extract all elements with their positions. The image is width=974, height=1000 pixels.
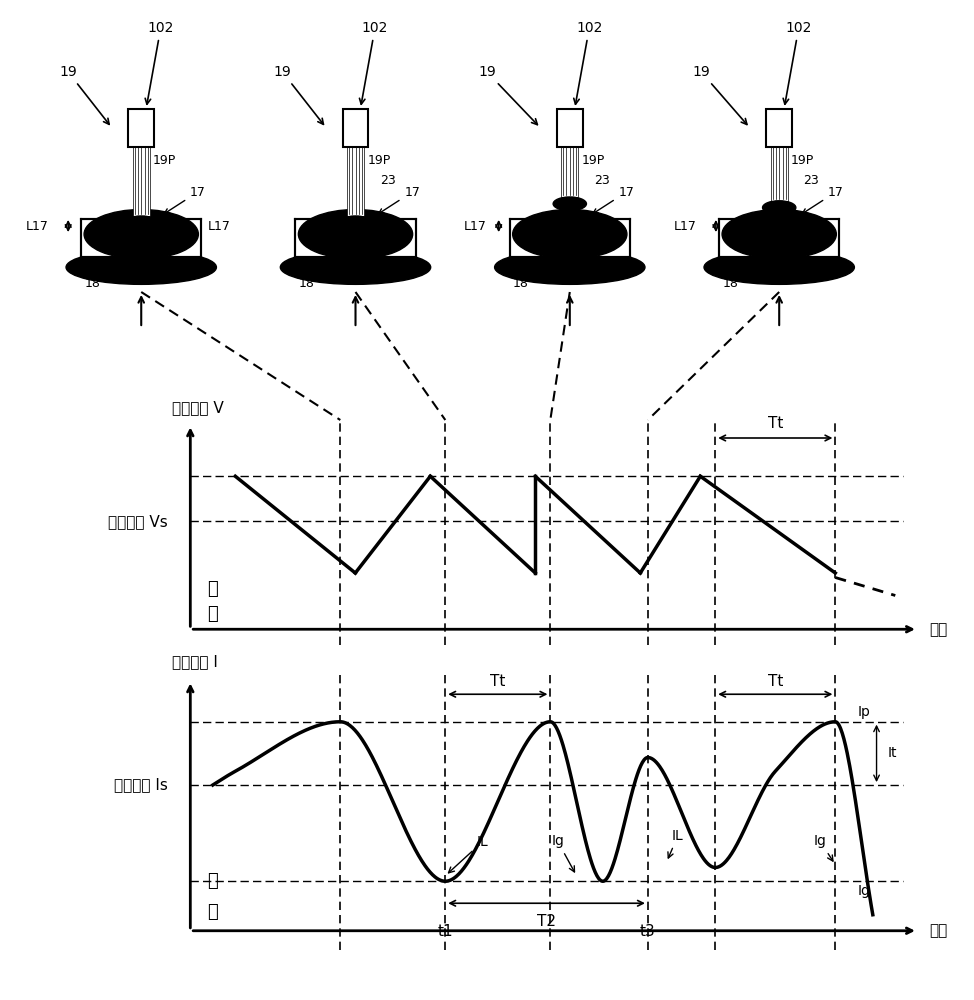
Text: 17: 17 bbox=[379, 186, 420, 214]
Text: 19P: 19P bbox=[581, 153, 605, 166]
Text: 19: 19 bbox=[59, 65, 109, 124]
Ellipse shape bbox=[722, 210, 837, 259]
Text: L17: L17 bbox=[674, 221, 696, 233]
Text: Ig: Ig bbox=[551, 834, 575, 872]
Text: 102: 102 bbox=[359, 21, 389, 104]
Ellipse shape bbox=[84, 210, 199, 259]
Ellipse shape bbox=[704, 250, 854, 284]
Text: It: It bbox=[888, 746, 897, 760]
Text: Ig: Ig bbox=[858, 884, 871, 898]
Text: 17: 17 bbox=[165, 186, 206, 214]
Circle shape bbox=[763, 201, 796, 214]
Circle shape bbox=[125, 216, 158, 230]
Text: 23: 23 bbox=[804, 174, 819, 186]
Text: 焊接电流 I: 焊接电流 I bbox=[171, 654, 217, 670]
Text: L17: L17 bbox=[26, 221, 49, 233]
Text: 19: 19 bbox=[693, 65, 747, 124]
Bar bbox=[343, 109, 368, 147]
Bar bbox=[81, 219, 202, 257]
Ellipse shape bbox=[66, 250, 216, 284]
Text: ～: ～ bbox=[207, 580, 218, 598]
Text: IL: IL bbox=[668, 829, 684, 858]
Text: ～: ～ bbox=[207, 902, 218, 920]
Bar bbox=[347, 143, 364, 216]
Text: 19P: 19P bbox=[367, 153, 391, 166]
Circle shape bbox=[339, 216, 372, 230]
Text: 23: 23 bbox=[380, 174, 395, 186]
Ellipse shape bbox=[281, 250, 431, 284]
Ellipse shape bbox=[512, 210, 627, 259]
Bar bbox=[770, 143, 788, 201]
Text: 102: 102 bbox=[574, 21, 603, 104]
Text: 焊接电压 V: 焊接电压 V bbox=[171, 400, 223, 416]
Text: ～: ～ bbox=[207, 604, 218, 622]
Text: 19: 19 bbox=[478, 65, 538, 125]
Text: 18: 18 bbox=[299, 277, 315, 290]
Bar bbox=[295, 219, 416, 257]
Ellipse shape bbox=[298, 210, 413, 259]
Text: T2: T2 bbox=[537, 914, 556, 929]
Text: 时间: 时间 bbox=[929, 923, 948, 938]
Text: 23: 23 bbox=[594, 174, 610, 186]
Text: 18: 18 bbox=[85, 277, 100, 290]
Bar bbox=[132, 143, 150, 216]
Bar bbox=[509, 219, 630, 257]
Text: 时间: 时间 bbox=[929, 622, 948, 637]
Bar bbox=[767, 109, 792, 147]
Text: Tt: Tt bbox=[768, 674, 783, 689]
Text: Ig: Ig bbox=[814, 834, 833, 861]
Text: t3: t3 bbox=[640, 924, 656, 939]
Text: 19: 19 bbox=[274, 65, 323, 124]
Text: t1: t1 bbox=[437, 924, 453, 939]
Text: L17: L17 bbox=[207, 221, 230, 233]
Text: 18: 18 bbox=[513, 277, 529, 290]
Bar bbox=[557, 109, 582, 147]
Bar bbox=[561, 143, 579, 197]
Text: Tt: Tt bbox=[768, 416, 783, 431]
Text: 19P: 19P bbox=[791, 153, 814, 166]
Text: L17: L17 bbox=[465, 221, 487, 233]
Text: 17: 17 bbox=[593, 186, 634, 214]
Text: ～: ～ bbox=[207, 872, 218, 890]
Text: Ip: Ip bbox=[858, 705, 871, 719]
Text: 19P: 19P bbox=[153, 153, 176, 166]
Text: 18: 18 bbox=[723, 277, 738, 290]
Circle shape bbox=[553, 197, 586, 211]
Text: 设定电流 Is: 设定电流 Is bbox=[114, 778, 168, 792]
Text: 102: 102 bbox=[145, 21, 174, 104]
Bar bbox=[129, 109, 154, 147]
Ellipse shape bbox=[495, 250, 645, 284]
Text: 102: 102 bbox=[783, 21, 812, 104]
Bar bbox=[719, 219, 840, 257]
Text: 17: 17 bbox=[803, 186, 843, 214]
Text: IL: IL bbox=[448, 834, 489, 873]
Text: Tt: Tt bbox=[490, 674, 506, 689]
Text: 设定电压 Vs: 设定电压 Vs bbox=[108, 514, 168, 529]
